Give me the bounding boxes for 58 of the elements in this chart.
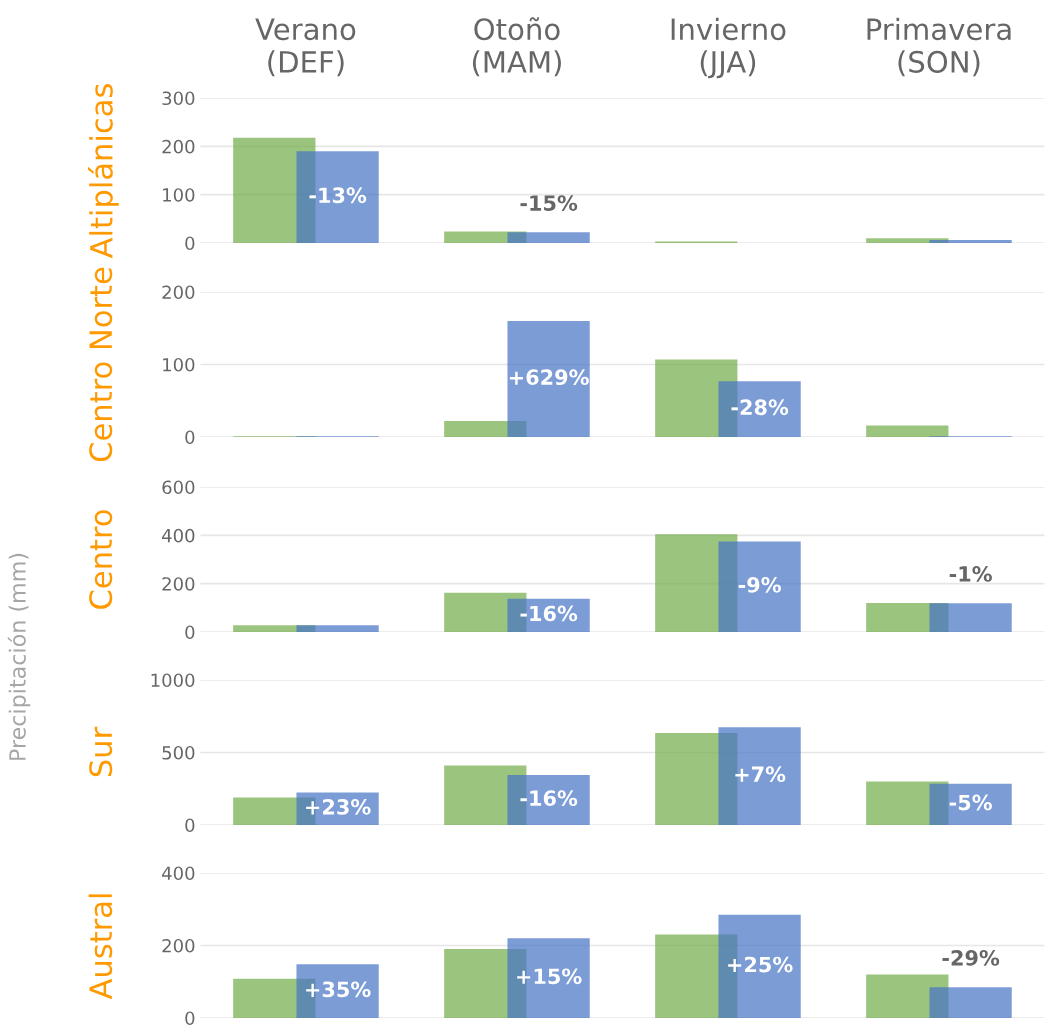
bar xyxy=(296,625,379,632)
annotation: -16% xyxy=(520,605,578,622)
y-tick-label: 600 xyxy=(162,480,195,495)
annotation: -28% xyxy=(731,399,789,416)
bar xyxy=(296,964,379,1018)
bar xyxy=(718,381,801,437)
bar xyxy=(507,938,590,1018)
x-tick-label: Verano (DEF) xyxy=(255,18,356,77)
annotation: -5% xyxy=(949,794,992,811)
bar xyxy=(718,541,801,632)
y-tick-label: 1000 xyxy=(151,673,195,688)
x-tick-label: Primavera (SON) xyxy=(867,17,1011,77)
y-tick-label: 200 xyxy=(162,938,195,953)
text: Austral xyxy=(88,894,113,1000)
x-tick-label: Otoño (MAM) xyxy=(472,17,561,77)
bar xyxy=(929,240,1012,243)
bar xyxy=(718,914,801,1018)
y-tick-label: 500 xyxy=(162,745,195,760)
bar xyxy=(507,232,590,243)
annotation: +25% xyxy=(728,956,793,973)
y-tick-label: 200 xyxy=(162,139,195,154)
y-tick-label: 100 xyxy=(163,188,195,202)
annotation: +7% xyxy=(735,766,786,783)
bar xyxy=(507,321,590,437)
y-tick-label: 0 xyxy=(185,236,195,251)
y-tick-label: 0 xyxy=(185,625,195,640)
text: Centro Norte xyxy=(89,267,113,462)
text: Centro xyxy=(89,510,113,609)
bar xyxy=(929,783,1012,825)
annotation: -29% xyxy=(942,949,1000,966)
y-tick-label: 400 xyxy=(162,528,195,543)
annotation: -13% xyxy=(309,187,367,204)
y-tick-label: 200 xyxy=(162,577,195,591)
y-tick-label: 300 xyxy=(162,91,195,106)
annotation: +35% xyxy=(306,981,371,998)
y-tick-label: 0 xyxy=(185,1011,195,1026)
bar xyxy=(929,603,1012,632)
annotation: -1% xyxy=(949,566,992,582)
annotation: +23% xyxy=(306,798,371,815)
text: Sur xyxy=(89,726,113,777)
bar xyxy=(507,774,590,825)
x-tick-label: Invierno (JJA) xyxy=(671,17,786,79)
bar xyxy=(866,425,949,437)
bar xyxy=(296,151,379,243)
y-tick-label: 200 xyxy=(162,285,195,300)
bar xyxy=(929,987,1012,1018)
annotation: +15% xyxy=(517,968,582,985)
annotation: -16% xyxy=(520,790,578,807)
y-tick-label: 0 xyxy=(185,430,195,445)
bar xyxy=(718,727,801,825)
y-tick-label: 0 xyxy=(185,818,195,833)
annotation: -15% xyxy=(520,195,578,211)
y-axis-title: Precipitación (mm) xyxy=(7,553,31,760)
annotation: -9% xyxy=(738,576,781,593)
text: Altiplánicas xyxy=(87,84,119,259)
y-tick-label: 400 xyxy=(162,866,195,881)
annotation: +629% xyxy=(509,369,589,386)
y-tick-label: 100 xyxy=(163,357,195,372)
